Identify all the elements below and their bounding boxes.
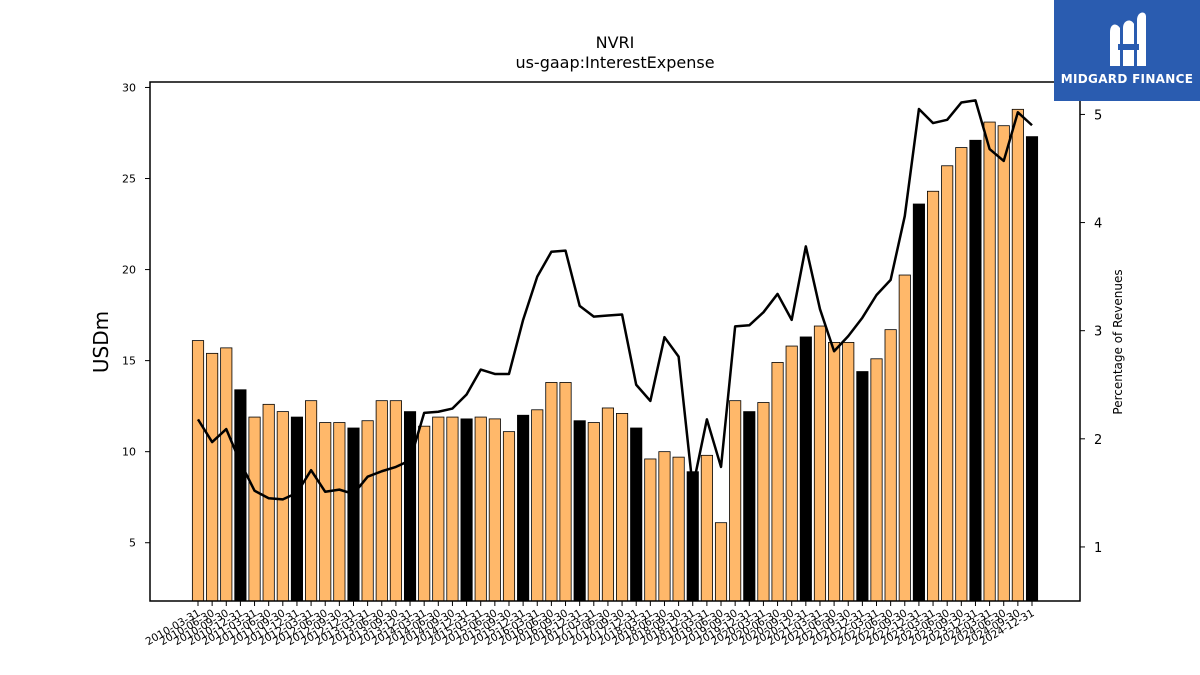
bar [927, 190, 940, 602]
bar [969, 139, 982, 602]
bar [898, 274, 911, 602]
bar [813, 325, 827, 602]
bar [743, 411, 756, 602]
bar [262, 403, 275, 602]
bar [941, 165, 954, 602]
y-axis-label: USDm [89, 311, 113, 373]
midgard-logo-icon [1110, 12, 1146, 66]
chart-title: NVRI [596, 33, 635, 52]
series-line [196, 99, 1033, 501]
bar [531, 409, 544, 602]
bar [276, 411, 289, 602]
bar [616, 413, 629, 602]
bar [912, 203, 925, 602]
bar [375, 400, 388, 602]
line-group [196, 99, 1033, 501]
y-tick-label: 15 [122, 355, 136, 368]
brand-name: MIDGARD FINANCE [1060, 72, 1194, 86]
bar [884, 329, 897, 602]
bar [488, 418, 501, 602]
bar [658, 451, 671, 602]
bar [191, 340, 205, 602]
bar [587, 422, 600, 602]
y-tick-label: 20 [122, 264, 136, 277]
plot-frame [149, 81, 1081, 602]
bar [517, 414, 530, 602]
bar [1011, 108, 1024, 602]
bar [502, 431, 516, 602]
y-axis-right: 1 2 3 4 5 [1080, 108, 1102, 556]
bar [842, 342, 855, 602]
bar [955, 147, 968, 602]
bar [1025, 136, 1039, 602]
bar [757, 402, 770, 602]
y2-tick-label: 2 [1094, 433, 1102, 448]
y2-tick-label: 1 [1094, 541, 1102, 556]
bar [828, 342, 841, 602]
bar [997, 125, 1010, 602]
y2-tick-label: 4 [1094, 217, 1102, 232]
bar [361, 420, 374, 602]
y-tick-label: 25 [122, 173, 136, 186]
bar [446, 416, 459, 602]
bar [856, 371, 869, 602]
bar [771, 362, 784, 602]
bar [347, 427, 360, 602]
y-tick-label: 30 [122, 81, 136, 94]
bar [700, 454, 713, 602]
bar [983, 121, 996, 602]
bar [234, 389, 247, 602]
bar [870, 358, 883, 602]
bar [333, 422, 346, 602]
bar [714, 522, 728, 602]
y-axis-left: 5 10 15 20 25 30 [122, 81, 150, 550]
bars-group [191, 108, 1039, 602]
bar [220, 347, 233, 602]
bar [545, 382, 558, 602]
bar [418, 425, 431, 602]
bar [474, 416, 487, 602]
y2-axis-label: Percentage of Revenues [1111, 269, 1125, 414]
bar [630, 427, 643, 602]
bar [432, 416, 445, 602]
y-tick-label: 10 [122, 446, 136, 459]
bar [319, 422, 332, 602]
brand-logo: MIDGARD FINANCE [1054, 0, 1200, 101]
chart-subtitle: us-gaap:InterestExpense [515, 53, 714, 72]
bar [403, 411, 417, 602]
bar [785, 345, 798, 602]
bar [573, 420, 586, 602]
x-axis: 2010-03-312010-06-302010-09-302010-12-31… [144, 601, 1037, 648]
bar [305, 400, 318, 602]
bar [672, 456, 685, 602]
bar [389, 400, 402, 602]
bar [601, 407, 614, 602]
bar [729, 400, 742, 602]
y-tick-label: 5 [129, 537, 136, 550]
bar [248, 416, 261, 602]
bar [799, 336, 812, 602]
y2-tick-label: 3 [1094, 325, 1102, 340]
bar [559, 382, 572, 602]
bar [644, 458, 657, 602]
bar [460, 418, 473, 602]
bar [686, 471, 699, 602]
bar [206, 352, 219, 602]
y2-tick-label: 5 [1094, 108, 1102, 123]
bar [290, 416, 304, 602]
